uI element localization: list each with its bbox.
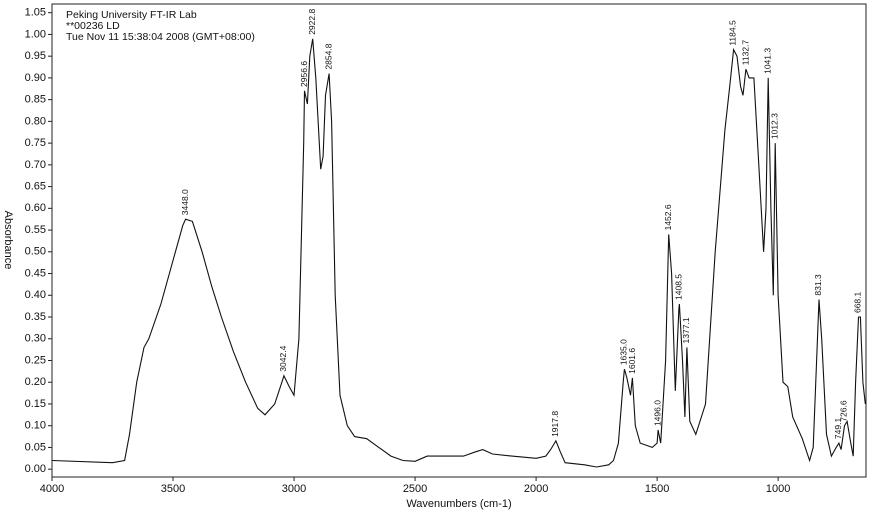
y-axis-label: Absorbance [2, 211, 14, 270]
y-tick-label: 0.50 [25, 246, 46, 258]
y-tick-label: 0.40 [25, 289, 46, 301]
y-tick-label: 0.20 [25, 376, 46, 388]
peak-label: 1452.6 [663, 204, 673, 230]
y-tick-label: 0.35 [25, 311, 46, 323]
y-tick-label: 0.30 [25, 333, 46, 345]
y-tick-label: 0.65 [25, 180, 46, 192]
peak-label: 2956.6 [299, 61, 309, 87]
peak-label: 1132.7 [740, 40, 750, 66]
peak-label: 1184.5 [728, 20, 738, 46]
spectrum-line [51, 38, 866, 468]
y-tick-label: 0.10 [25, 420, 46, 432]
peak-label: 3042.4 [278, 345, 288, 371]
y-tick-label: 1.05 [25, 7, 46, 19]
header-line: Tue Nov 11 15:38:04 2008 (GMT+08:00) [66, 31, 255, 43]
header-line: **00236 LD [66, 20, 120, 32]
peak-label: 2854.8 [323, 43, 333, 69]
peak-label: 749.1 [833, 418, 843, 440]
plot-frame [51, 3, 867, 478]
peak-label: 1601.6 [627, 348, 637, 374]
x-tick-label: 3000 [282, 483, 306, 495]
peak-label: 1496.0 [652, 400, 662, 426]
y-tick-label: 0.00 [25, 463, 46, 475]
x-tick-label: 2500 [403, 483, 427, 495]
y-tick-label: 0.70 [25, 159, 46, 171]
y-tick-label: 0.75 [25, 137, 46, 149]
y-tick-label: 0.55 [25, 224, 46, 236]
y-tick-label: 0.25 [25, 354, 46, 366]
peak-label: 726.6 [839, 400, 849, 422]
x-tick-label: 3500 [161, 483, 185, 495]
peak-label: 1917.8 [550, 411, 560, 437]
y-tick-label: 0.80 [25, 115, 46, 127]
y-tick-label: 0.05 [25, 441, 46, 453]
y-tick-label: 0.45 [25, 267, 46, 279]
y-tick-label: 1.00 [25, 28, 46, 40]
peak-label: 1408.5 [674, 274, 684, 300]
y-tick-label: 0.85 [25, 94, 46, 106]
y-tick-label: 0.60 [25, 202, 46, 214]
x-axis-label: Wavenumbers (cm-1) [406, 498, 511, 510]
header-line: Peking University FT-IR Lab [66, 9, 197, 21]
peak-label: 831.3 [813, 274, 823, 296]
y-tick-label: 0.95 [25, 50, 46, 62]
x-tick-label: 1500 [645, 483, 669, 495]
x-tick-label: 4000 [40, 483, 64, 495]
peak-label: 1377.1 [681, 317, 691, 343]
y-tick-label: 0.90 [25, 72, 46, 84]
peak-label: 1041.3 [762, 48, 772, 74]
x-tick-label: 1000 [766, 483, 790, 495]
peak-label: 1012.3 [769, 113, 779, 139]
peak-label: 2922.8 [307, 9, 317, 35]
peak-label: 668.1 [853, 291, 863, 313]
y-tick-label: 0.15 [25, 398, 46, 410]
peak-label: 1635.0 [619, 339, 629, 365]
peak-label: 3448.0 [180, 189, 190, 215]
x-tick-label: 2000 [524, 483, 548, 495]
